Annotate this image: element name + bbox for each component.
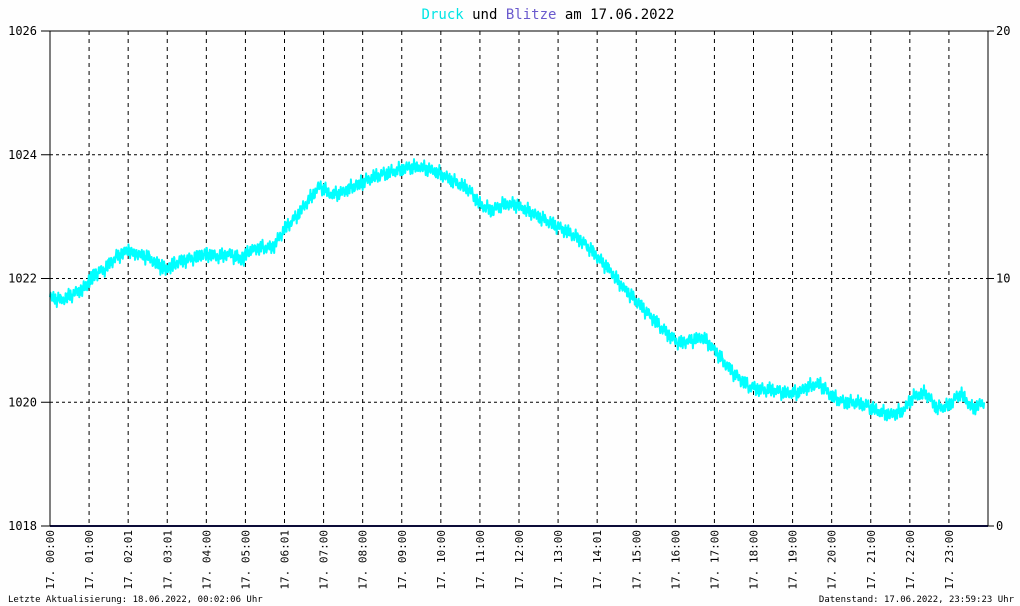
title-druck: Druck [422,7,465,23]
y-left-tick-label: 1024 [8,148,37,162]
title-blitze: Blitze [506,7,557,23]
x-tick-label: 17. 18:00 [748,530,761,590]
x-tick-label: 17. 08:00 [357,530,370,590]
x-tick-label: 17. 20:00 [826,530,839,590]
y-axis-left: 1018 1020 1022 1024 1026 [8,24,50,533]
x-tick-label: 17. 00:00 [44,530,57,590]
x-axis: 17. 00:00 17. 01:00 17. 02:01 17. 03:01 17. … [44,530,956,590]
y-left-tick-label: 1018 [8,519,37,533]
x-tick-label: 17. 23:00 [943,530,956,590]
footer-data-status: Datenstand: 17.06.2022, 23:59:23 Uhr [819,595,1015,605]
x-tick-label: 17. 15:00 [630,530,643,590]
y-right-tick-label: 20 [996,24,1010,38]
x-tick-label: 17. 10:00 [435,530,448,590]
footer-last-update: Letzte Aktualisierung: 18.06.2022, 00:02… [8,595,263,605]
y-left-tick-label: 1026 [8,24,37,38]
x-tick-label: 17. 22:00 [904,530,917,590]
x-tick-label: 17. 06:01 [279,530,292,590]
x-tick-label: 17. 03:01 [161,530,174,590]
y-left-tick-label: 1020 [8,395,37,409]
y-right-tick-label: 0 [996,519,1003,533]
title-und: und [464,7,506,23]
x-tick-label: 17. 17:00 [708,530,721,590]
x-tick-label: 17. 07:00 [318,530,331,590]
x-tick-label: 17. 13:00 [552,530,565,590]
x-tick-label: 17. 04:00 [200,530,213,590]
y-right-tick-label: 10 [996,272,1010,286]
series-line-druck [49,158,986,422]
grid-lines [50,31,988,526]
y-axis-right: 0 10 20 [988,24,1010,533]
x-tick-label: 17. 16:00 [669,530,682,590]
chart-title: Druck und Blitze am 17.06.2022 [422,7,675,23]
y-left-tick-label: 1022 [8,272,37,286]
x-tick-label: 17. 14:01 [591,530,604,590]
plot-frame [49,30,989,527]
x-tick-label: 17. 11:00 [474,530,487,590]
x-tick-label: 17. 02:01 [122,530,135,590]
x-tick-label: 17. 12:00 [513,530,526,590]
x-tick-label: 17. 21:00 [865,530,878,590]
x-tick-label: 17. 19:00 [787,530,800,590]
x-tick-label: 17. 05:00 [239,530,252,590]
title-date: am 17.06.2022 [556,7,674,23]
x-tick-label: 17. 01:00 [83,530,96,590]
x-tick-label: 17. 09:00 [396,530,409,590]
